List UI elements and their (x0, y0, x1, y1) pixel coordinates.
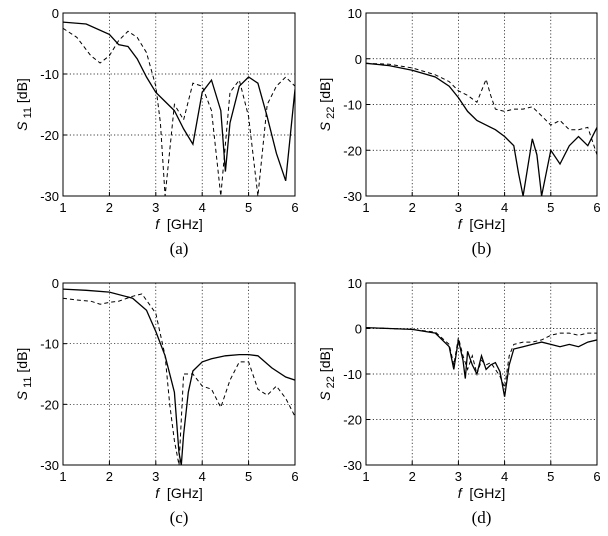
y-tick-label: -20 (40, 128, 59, 143)
x-axis-label: f [GHz] (458, 485, 505, 501)
plot-frame (62, 12, 296, 197)
x-tick-label: 5 (547, 200, 554, 215)
y-tick-label: -10 (40, 67, 59, 82)
x-tick-label: 1 (362, 469, 369, 484)
x-tick-label: 3 (455, 200, 462, 215)
x-tick-label: 2 (409, 469, 416, 484)
y-tick-label: 10 (348, 6, 362, 21)
x-axis-label: f [GHz] (155, 216, 202, 232)
panel-caption: (a) (170, 239, 189, 258)
x-tick-label: 4 (501, 200, 508, 215)
series-solid-line (366, 62, 597, 196)
series-solid-line (366, 326, 597, 397)
panel-caption: (b) (472, 239, 492, 258)
panel-caption: (d) (472, 508, 492, 527)
y-tick-label: -20 (343, 143, 362, 158)
x-tick-label: 3 (455, 469, 462, 484)
x-tick-label: 6 (291, 200, 298, 215)
series-dashed-line (63, 27, 295, 196)
y-tick-label: -20 (343, 413, 362, 428)
x-axis-label: f [GHz] (458, 216, 505, 232)
x-tick-label: 1 (362, 200, 369, 215)
panel-b: 1 2 3 4 5 6 10 0 -10 -20 -30 f [GHz] S 22 [dB] (b) (317, 6, 601, 258)
series-dashed-line (366, 62, 597, 155)
x-tick-label: 6 (291, 469, 298, 484)
panel-a: 1 2 3 4 5 6 0 -10 -20 -30 f [GHz] S 11 [dB] (a) (14, 6, 299, 258)
y-axis-label: S 22 [dB] (317, 78, 337, 131)
series-dashed-line (366, 327, 597, 390)
y-axis-label: S 11 [dB] (14, 78, 34, 131)
x-tick-label: 5 (245, 469, 252, 484)
y-tick-label: -10 (40, 337, 59, 352)
x-tick-label: 5 (547, 469, 554, 484)
x-tick-label: 3 (152, 469, 159, 484)
y-tick-label: 0 (52, 6, 59, 21)
x-tick-label: 2 (106, 469, 113, 484)
y-tick-label: -10 (343, 367, 362, 382)
y-tick-label: 0 (355, 322, 362, 337)
x-tick-label: 4 (501, 469, 508, 484)
x-tick-label: 4 (199, 200, 206, 215)
series-solid-line (63, 288, 295, 465)
x-tick-label: 6 (593, 200, 600, 215)
x-tick-label: 2 (409, 200, 416, 215)
x-axis-label: f [GHz] (155, 485, 202, 501)
y-tick-label: -20 (40, 397, 59, 412)
series-solid-line (63, 21, 295, 182)
panel-caption: (c) (170, 508, 189, 527)
x-tick-label: 2 (106, 200, 113, 215)
y-tick-label: -30 (40, 458, 59, 473)
y-tick-label: -30 (343, 189, 362, 204)
panel-d: 1 2 3 4 5 6 10 0 -10 -20 -30 f [GHz] S 22 [dB] (d) (317, 276, 601, 527)
y-tick-label: 0 (355, 52, 362, 67)
panel-c: 1 2 3 4 5 6 0 -10 -20 -30 f [GHz] S 11 [dB] (c) (14, 276, 299, 527)
x-tick-label: 6 (593, 469, 600, 484)
y-tick-label: -30 (343, 458, 362, 473)
y-tick-label: -30 (40, 189, 59, 204)
x-tick-label: 5 (245, 200, 252, 215)
y-tick-label: -10 (343, 98, 362, 113)
plot-frame (62, 282, 296, 466)
x-tick-label: 1 (59, 469, 66, 484)
y-axis-label: S 22 [dB] (317, 347, 337, 400)
x-tick-label: 1 (59, 200, 66, 215)
y-tick-label: 0 (52, 276, 59, 291)
x-tick-label: 4 (199, 469, 206, 484)
x-tick-label: 3 (152, 200, 159, 215)
y-tick-label: 10 (348, 276, 362, 291)
series-dashed-line (63, 293, 295, 465)
y-axis-label: S 11 [dB] (14, 348, 34, 401)
